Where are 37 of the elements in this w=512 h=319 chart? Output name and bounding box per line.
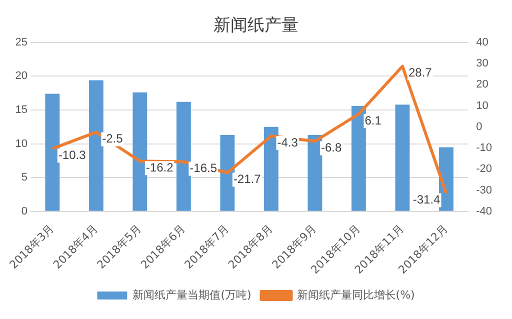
bar <box>88 80 104 211</box>
y2-tick-label: 0 <box>476 120 482 133</box>
data-label: -4.3 <box>277 135 298 150</box>
y-tick-label: 25 <box>15 36 28 48</box>
bar <box>351 106 366 211</box>
bar <box>132 92 148 211</box>
y2-tick-label: -20 <box>476 163 492 176</box>
bar <box>395 104 410 211</box>
data-label: 6.1 <box>364 113 382 128</box>
y-tick-label: 20 <box>15 70 28 82</box>
y-tick-label: 5 <box>21 172 28 184</box>
data-label: -16.5 <box>190 161 218 176</box>
y2-tick-label: 40 <box>476 36 488 48</box>
data-label: -2.5 <box>102 132 124 146</box>
data-label: -21.7 <box>233 172 262 186</box>
bar <box>220 135 235 211</box>
y2-tick-label: 20 <box>476 78 488 91</box>
legend-label: 新闻纸产量同比增长(%) <box>296 288 415 302</box>
data-label: -31.4 <box>412 192 441 207</box>
data-label: -6.8 <box>320 140 342 155</box>
y2-tick-label: 10 <box>476 100 488 112</box>
y2-tick-label: -30 <box>476 184 492 196</box>
data-label: 28.7 <box>408 66 432 80</box>
chart-title: 新闻纸产量 <box>214 16 298 36</box>
data-label: -16.2 <box>146 160 174 174</box>
legend-label: 新闻纸产量当期值(万吨) <box>132 288 252 302</box>
bar <box>308 135 322 211</box>
y2-tick-label: -40 <box>476 205 492 218</box>
bar <box>45 94 60 211</box>
y-tick-label: 0 <box>21 205 28 218</box>
y2-tick-label: 30 <box>476 58 488 70</box>
data-label: -10.3 <box>58 148 86 162</box>
bar <box>176 102 191 211</box>
y-tick-label: 15 <box>15 104 28 116</box>
y-tick-label: 10 <box>15 138 28 150</box>
bar <box>264 126 278 211</box>
y2-tick-label: -10 <box>476 142 492 154</box>
